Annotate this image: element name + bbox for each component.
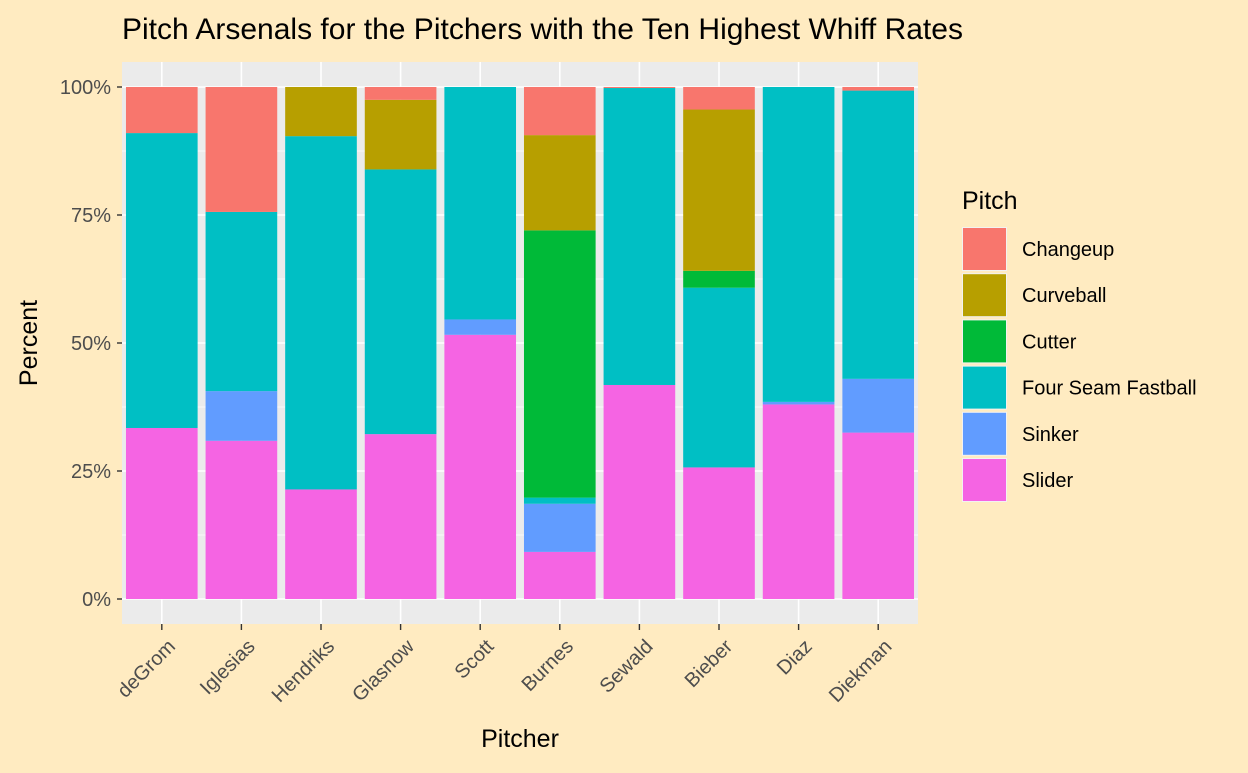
bar-segment <box>364 99 437 170</box>
bar-segment <box>125 427 198 599</box>
legend-title: Pitch <box>962 187 1018 215</box>
bar-segment <box>523 551 596 599</box>
x-tick-label: Burnes <box>518 636 578 696</box>
bar-segment <box>125 133 198 428</box>
bars <box>125 87 915 599</box>
legend-swatch <box>963 459 1006 501</box>
bar-segment <box>523 230 596 498</box>
bar-segment <box>285 489 357 599</box>
legend-label: Changeup <box>1022 239 1114 261</box>
bar-segment <box>842 87 915 91</box>
bar-segment <box>125 87 198 134</box>
bar-segment <box>364 434 437 599</box>
bar-segment <box>603 88 676 385</box>
bar-segment <box>364 169 437 435</box>
x-tick-label: deGrom <box>113 636 180 703</box>
y-tick-label: 50% <box>71 333 111 355</box>
bar-segment <box>762 404 835 599</box>
bar-segment <box>364 87 437 100</box>
bar-segment <box>523 87 596 136</box>
y-tick-label: 25% <box>71 461 111 483</box>
bar-segment <box>444 334 517 599</box>
x-tick-label: Hendriks <box>268 636 339 707</box>
bar-segment <box>205 440 278 599</box>
bar-segment <box>523 497 596 504</box>
y-tick-label: 0% <box>82 589 111 611</box>
bar-segment <box>444 319 517 335</box>
bar-segment <box>842 90 915 379</box>
bar-segment <box>762 401 835 405</box>
bar-segment <box>523 135 596 231</box>
bar-segment <box>683 467 755 599</box>
x-tick-label: Iglesias <box>196 636 260 700</box>
x-tick-label: Sewald <box>596 636 658 698</box>
x-tick-label: Bieber <box>681 635 738 692</box>
x-axis-title: Pitcher <box>481 725 559 753</box>
bar-segment <box>683 87 755 110</box>
y-axis: 0% 25% 50% 75% 100% <box>60 77 122 611</box>
legend-label: Curveball <box>1022 285 1106 307</box>
bar-segment <box>205 211 278 392</box>
bar-segment <box>603 87 676 89</box>
bar-segment <box>603 384 676 599</box>
bar-segment <box>683 109 755 271</box>
bar-segment <box>842 432 915 599</box>
x-tick-label: Glasnow <box>348 635 419 706</box>
legend-swatch <box>963 274 1006 317</box>
bar-segment <box>205 87 278 212</box>
x-tick-label: Diaz <box>773 636 817 680</box>
legend-label: Sinker <box>1022 424 1079 446</box>
legend-swatch <box>963 412 1006 455</box>
legend-swatch <box>963 228 1006 270</box>
y-tick-label: 75% <box>71 205 111 227</box>
legend: Pitch Changeup Curveball Cutter Four Seam F… <box>962 187 1197 502</box>
x-tick-label: Scott <box>451 635 499 683</box>
bar-segment <box>762 87 835 402</box>
legend-label: Cutter <box>1022 331 1077 353</box>
bar-segment <box>683 270 755 288</box>
legend-label: Four Seam Fastball <box>1022 378 1197 400</box>
legend-swatch <box>963 320 1006 363</box>
bar-segment <box>285 136 357 490</box>
chart-title: Pitch Arsenals for the Pitchers with the… <box>122 13 963 46</box>
bar-segment <box>523 503 596 552</box>
legend-swatch <box>963 366 1006 409</box>
bar-segment <box>205 391 278 441</box>
bar-segment <box>842 378 915 433</box>
y-axis-title: Percent <box>15 300 43 386</box>
x-tick-label: Diekman <box>825 636 896 707</box>
x-axis: deGrom Iglesias Hendriks Glasnow Scott Burnes… <box>113 624 896 707</box>
legend-label: Slider <box>1022 470 1073 492</box>
bar-segment <box>285 87 357 137</box>
bar-segment <box>683 287 755 468</box>
bar-segment <box>444 87 517 320</box>
y-tick-label: 100% <box>60 77 111 99</box>
